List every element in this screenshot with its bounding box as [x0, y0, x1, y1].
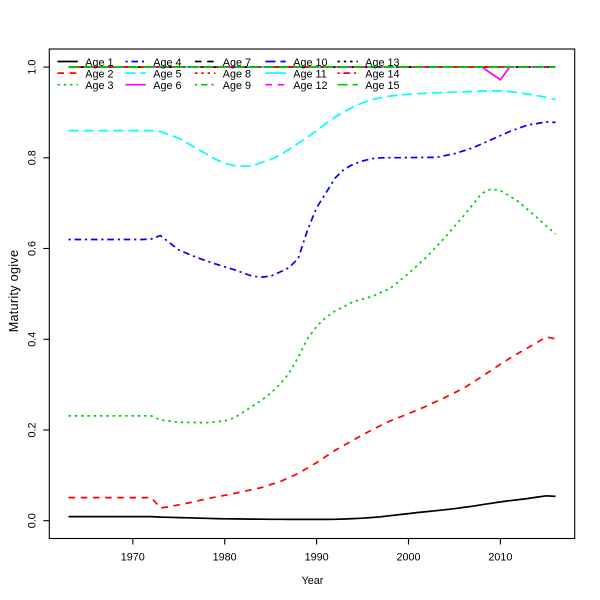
svg-text:0.2: 0.2: [27, 422, 39, 437]
svg-text:Age 6: Age 6: [153, 80, 181, 92]
svg-text:Age 15: Age 15: [365, 80, 399, 92]
svg-text:Maturity ogive: Maturity ogive: [7, 250, 21, 333]
svg-text:Age 3: Age 3: [85, 80, 113, 92]
svg-text:Age 14: Age 14: [365, 68, 399, 80]
svg-text:1.0: 1.0: [27, 60, 39, 75]
svg-text:Year: Year: [302, 575, 324, 587]
svg-text:Age 1: Age 1: [85, 57, 113, 69]
svg-text:2000: 2000: [396, 552, 420, 564]
svg-text:Age 2: Age 2: [85, 68, 113, 80]
svg-text:Age 4: Age 4: [153, 57, 181, 69]
svg-text:Age 9: Age 9: [223, 80, 251, 92]
svg-text:1970: 1970: [121, 552, 145, 564]
svg-text:Age 13: Age 13: [365, 57, 399, 69]
svg-text:0.0: 0.0: [27, 513, 39, 528]
svg-text:Age 5: Age 5: [153, 68, 181, 80]
svg-text:2010: 2010: [488, 552, 512, 564]
svg-text:Age 12: Age 12: [293, 80, 327, 92]
svg-text:0.6: 0.6: [27, 241, 39, 256]
svg-text:0.8: 0.8: [27, 150, 39, 165]
svg-text:Age 10: Age 10: [293, 57, 327, 69]
svg-text:Age 11: Age 11: [293, 68, 326, 80]
svg-text:0.4: 0.4: [27, 332, 39, 347]
svg-text:1980: 1980: [213, 552, 237, 564]
svg-text:Age 7: Age 7: [223, 57, 251, 69]
svg-text:1990: 1990: [305, 552, 329, 564]
svg-text:Age 8: Age 8: [223, 68, 251, 80]
